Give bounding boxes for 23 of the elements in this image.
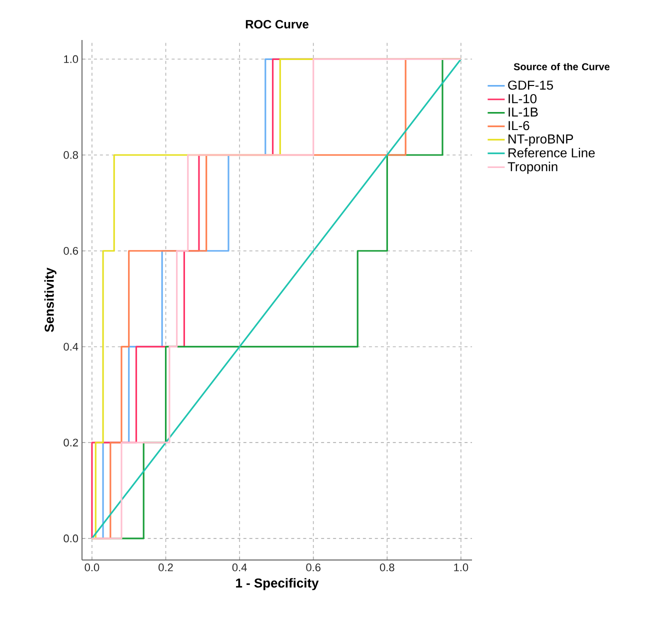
x-tick-label: 0.0 <box>84 564 100 572</box>
y-tick-label: 0.8 <box>64 151 78 159</box>
chart-title: ROC Curve <box>246 20 308 28</box>
legend-label: IL-10 <box>508 94 537 104</box>
y-tick-label: 0.0 <box>64 534 78 542</box>
y-tick-label: 1.0 <box>64 55 78 64</box>
legend-title: Source of the Curve <box>514 62 610 70</box>
x-tick-label: 0.6 <box>306 564 320 572</box>
y-tick-label: 0.4 <box>64 342 78 351</box>
legend-label: NT-proBNP <box>508 134 574 146</box>
x-tick-label: 0.4 <box>232 564 247 572</box>
legend-label: IL-6 <box>508 121 530 130</box>
x-tick-label: 1.0 <box>454 564 468 572</box>
y-tick-label: 0.6 <box>64 246 78 255</box>
legend-label: Troponin <box>508 162 558 174</box>
x-tick-label: 0.8 <box>380 564 394 572</box>
legend-label: IL-1B <box>508 108 538 117</box>
legend-label: GDF-15 <box>508 80 553 90</box>
legend-label: Reference Line <box>508 148 595 158</box>
y-tick-label: 0.2 <box>64 438 78 446</box>
x-axis-title: 1 - Specificity <box>236 578 319 590</box>
y-axis-title: Sensitivity <box>44 268 56 332</box>
x-tick-label: 0.2 <box>158 564 173 572</box>
